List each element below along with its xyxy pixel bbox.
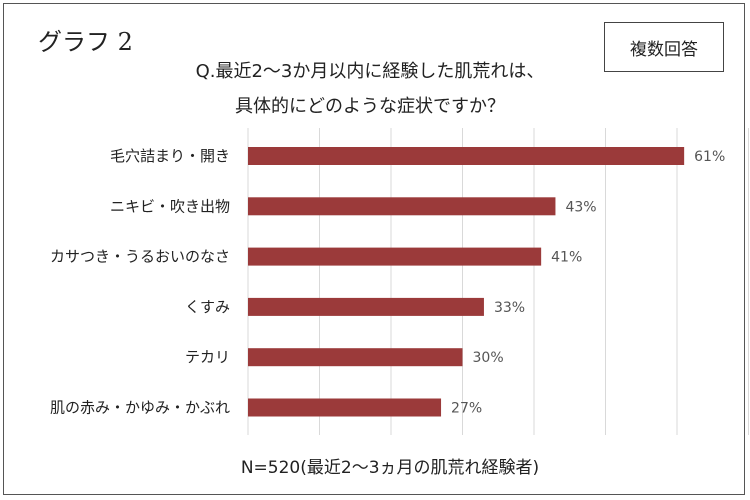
value-label: 30% (473, 350, 504, 366)
bar (248, 297, 484, 316)
bar (248, 197, 556, 216)
category-label: 毛穴詰まり・開き (110, 147, 230, 165)
value-label: 27% (451, 401, 482, 417)
chart-title-line-1: Q.最近2～3か月以内に経験した肌荒れは、 (195, 61, 545, 82)
category-label: カサつき・うるおいのなさ (50, 248, 230, 266)
bar (248, 348, 463, 367)
value-label: 41% (551, 250, 582, 266)
category-label: 肌の赤み・かゆみ・かぶれ (50, 399, 230, 417)
category-label: くすみ (185, 298, 230, 316)
bar (248, 247, 542, 266)
multiple-answer-badge: 複数回答 (604, 22, 724, 72)
value-label: 43% (565, 199, 596, 215)
sample-size-note: N=520(最近2～3ヵ月の肌荒れ経験者) (240, 458, 540, 478)
bar (248, 398, 442, 417)
graph-label: グラフ 2 (38, 28, 133, 56)
category-label: ニキビ・吹き出物 (110, 197, 230, 215)
category-label: テカリ (185, 348, 230, 366)
value-label: 33% (494, 300, 525, 316)
chart-title-line-2: 具体的にどのような症状ですか？ (235, 96, 505, 117)
value-label: 61% (694, 149, 725, 165)
bar (248, 147, 685, 165)
